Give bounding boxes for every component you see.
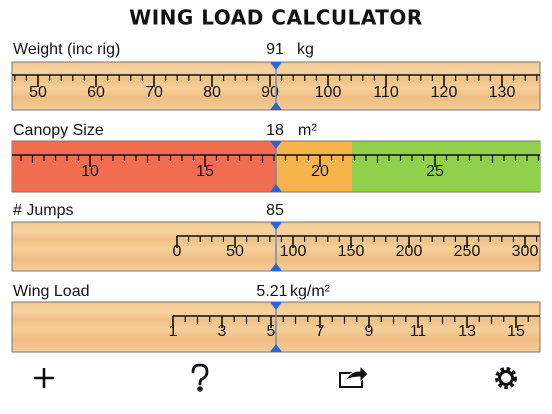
ruler-number: 7 xyxy=(316,323,325,340)
indicator-bottom xyxy=(270,102,282,110)
ruler-number: 3 xyxy=(218,323,227,340)
ruler-zone xyxy=(276,141,352,192)
ruler-label: Wing Load xyxy=(13,283,90,300)
add-button[interactable] xyxy=(34,368,54,388)
ruler-number: 1 xyxy=(169,323,178,340)
indicator-top xyxy=(270,141,282,149)
indicator-top xyxy=(270,222,282,230)
ruler-number: 100 xyxy=(315,84,342,101)
ruler-number: 250 xyxy=(454,243,481,260)
ruler-label: Weight (inc rig) xyxy=(13,41,120,58)
ruler-number: 80 xyxy=(203,84,221,101)
ruler-number: 13 xyxy=(458,323,476,340)
ruler-number: 15 xyxy=(196,163,214,180)
ruler-number: 130 xyxy=(489,84,516,101)
ruler-unit: m² xyxy=(298,122,317,139)
ruler-zone xyxy=(12,141,276,192)
ruler-number: 25 xyxy=(426,163,444,180)
ruler-value: 91 xyxy=(266,41,284,58)
ruler-number: 9 xyxy=(365,323,374,340)
ruler-label: # Jumps xyxy=(13,202,73,219)
ruler-number: 0 xyxy=(173,243,182,260)
ruler-value: 5.21 xyxy=(256,283,287,300)
ruler-number: 300 xyxy=(512,243,539,260)
ruler-number: 60 xyxy=(87,84,105,101)
ruler-number: 5 xyxy=(267,323,276,340)
toolbar xyxy=(34,363,517,392)
indicator-top xyxy=(270,62,282,70)
ruler-number: 50 xyxy=(226,243,244,260)
ruler-number: 100 xyxy=(280,243,307,260)
ruler-unit: kg xyxy=(297,41,314,58)
ruler-number: 20 xyxy=(311,163,329,180)
ruler-value: 85 xyxy=(266,202,284,219)
ruler-number: 110 xyxy=(373,84,399,101)
indicator-bottom xyxy=(270,263,282,271)
indicator-bottom xyxy=(270,184,282,192)
ruler-label: Canopy Size xyxy=(13,122,104,139)
settings-button[interactable] xyxy=(495,367,517,389)
ruler-number: 11 xyxy=(410,323,427,340)
app-title: WING LOAD CALCULATOR xyxy=(129,6,423,30)
ruler-unit: kg/m² xyxy=(290,283,331,300)
ruler-number: 70 xyxy=(145,84,163,101)
share-button[interactable] xyxy=(339,364,369,388)
ruler-number: 90 xyxy=(261,84,279,101)
ruler-number: 200 xyxy=(396,243,423,260)
indicator-top xyxy=(270,302,282,310)
ruler-number: 120 xyxy=(431,84,458,101)
ruler-value: 18 xyxy=(266,122,284,139)
indicator-bottom xyxy=(270,344,282,352)
ruler-zone xyxy=(352,141,540,192)
ruler-number: 10 xyxy=(81,163,99,180)
ruler-number: 150 xyxy=(338,243,365,260)
help-button[interactable] xyxy=(191,363,209,392)
ruler-number: 50 xyxy=(29,84,47,101)
ruler-number: 15 xyxy=(507,323,525,340)
